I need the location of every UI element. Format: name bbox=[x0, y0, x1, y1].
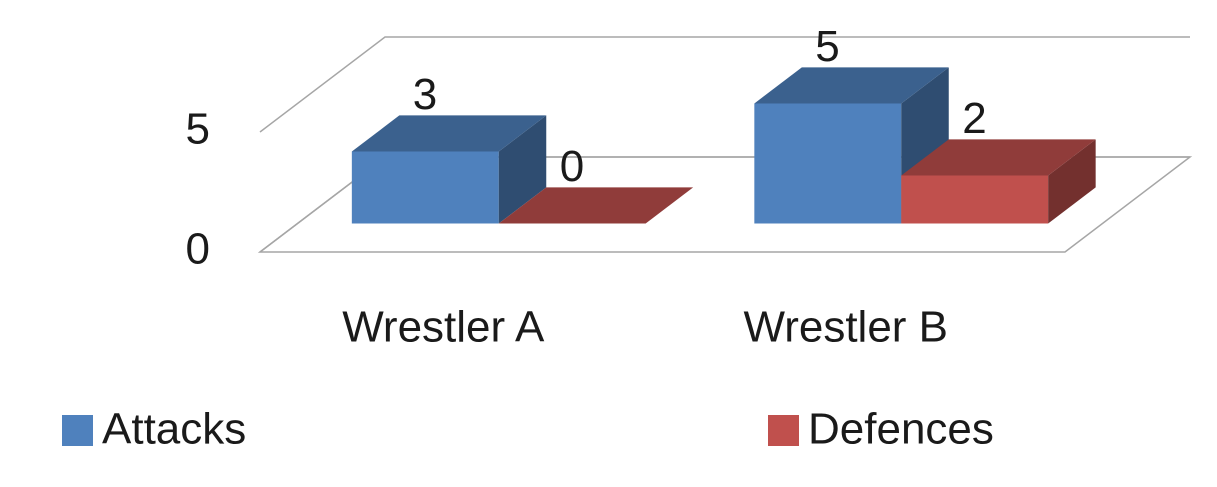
bar-top bbox=[498, 187, 694, 224]
legend-swatch bbox=[768, 415, 799, 446]
grid-line bbox=[259, 36, 1190, 133]
data-label: 2 bbox=[962, 94, 986, 143]
bar-top bbox=[351, 115, 547, 152]
bar-top bbox=[901, 139, 1096, 176]
data-label: 0 bbox=[560, 142, 584, 191]
bar-front bbox=[351, 151, 499, 224]
bar-front bbox=[754, 103, 902, 224]
bar-front bbox=[901, 175, 1049, 224]
x-tick-label: Wrestler B bbox=[743, 303, 948, 352]
bar-side bbox=[1048, 139, 1096, 224]
x-tick-label: Wrestler A bbox=[342, 303, 545, 352]
y-tick-label: 5 bbox=[186, 105, 210, 154]
bar-side bbox=[498, 115, 547, 224]
legend-label: Attacks bbox=[102, 405, 246, 454]
plot-area bbox=[351, 67, 1096, 224]
legend-label: Defences bbox=[808, 405, 994, 454]
data-label: 3 bbox=[413, 70, 437, 119]
bar-top bbox=[754, 67, 949, 104]
bar bbox=[498, 187, 694, 224]
bar bbox=[901, 139, 1096, 224]
y-tick-label: 0 bbox=[186, 225, 210, 274]
legend-swatch bbox=[62, 415, 93, 446]
data-label: 5 bbox=[815, 22, 839, 71]
bar bbox=[351, 115, 547, 224]
